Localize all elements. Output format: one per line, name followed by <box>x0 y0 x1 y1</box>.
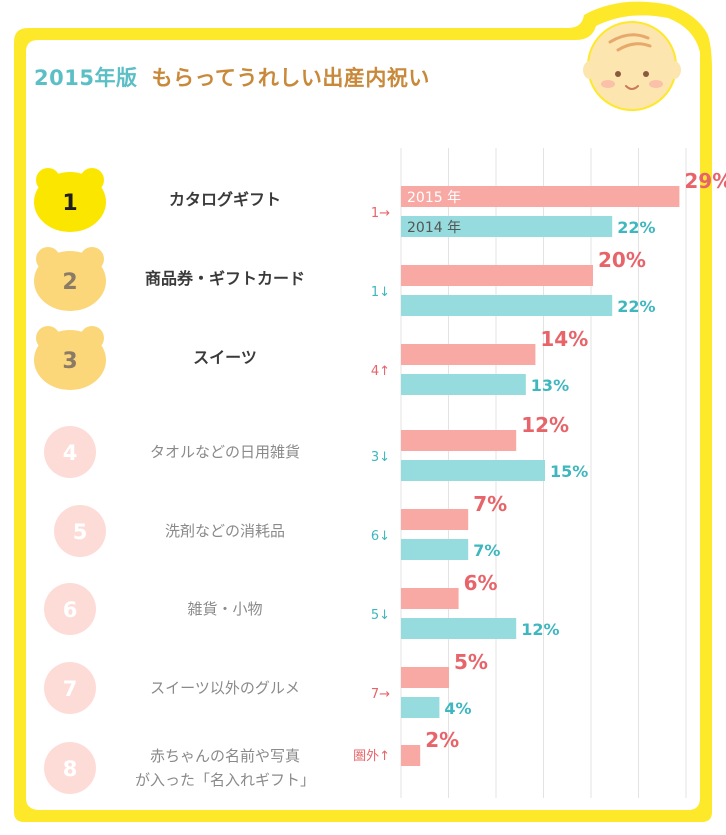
bar-2015 <box>401 430 517 451</box>
rank-change: 圏外↑ <box>353 749 390 764</box>
value-label-2014: 22% <box>617 218 655 237</box>
rank-badge-7: 7 <box>44 662 96 714</box>
value-label-2014: 15% <box>550 462 588 481</box>
item-label-line: 商品券・ギフトカード <box>144 269 305 288</box>
rank-number: 7 <box>63 677 78 701</box>
value-label-2015: 2% <box>425 728 459 752</box>
value-label-2015: 20% <box>598 248 646 272</box>
bar-2014 <box>401 697 440 718</box>
item-label-line: が入った「名入れギフト」 <box>134 771 315 789</box>
bar-2015 <box>401 344 536 365</box>
bar-2014 <box>401 539 469 560</box>
rank-number: 4 <box>63 441 78 465</box>
title-text: もらってうれしい出産内祝い <box>151 66 430 90</box>
rank-badge-6: 6 <box>44 583 96 635</box>
bar-2014 <box>401 460 545 481</box>
bar-2015 <box>401 667 449 688</box>
title-year: 2015年版 <box>34 66 138 90</box>
bar-2015 <box>401 509 469 530</box>
rank-badge-2: 2 <box>34 247 106 311</box>
value-label-2014: 13% <box>531 376 569 395</box>
item-label: スイーツ以外のグルメ <box>120 676 330 700</box>
item-label-line: 赤ちゃんの名前や写真 <box>149 747 300 765</box>
rank-number: 5 <box>73 520 88 544</box>
item-label-line: スイーツ以外のグルメ <box>150 679 300 697</box>
value-label-2014: 12% <box>521 620 559 639</box>
item-label: 雑貨・小物 <box>120 597 330 621</box>
rank-badge-4: 4 <box>44 426 96 478</box>
item-label: スイーツ <box>120 346 330 370</box>
item-label: タオルなどの日用雑貨 <box>120 440 330 464</box>
bar-2014 <box>401 295 613 316</box>
item-label-line: タオルなどの日用雑貨 <box>149 443 300 461</box>
legend-2014: 2014 年 <box>407 220 461 236</box>
bar-2014 <box>401 618 517 639</box>
item-label-line: 洗剤などの消耗品 <box>164 522 285 540</box>
item-label: 商品券・ギフトカード <box>120 267 330 291</box>
rank-change: 1↓ <box>370 285 390 300</box>
bar-2015 <box>401 588 459 609</box>
rank-change: 1→ <box>370 206 390 221</box>
page-title: 2015年版 もらってうれしい出産内祝い <box>34 62 430 92</box>
legend-2015: 2015 年 <box>407 190 461 206</box>
value-label-2015: 14% <box>540 327 588 351</box>
value-label-2015: 5% <box>454 650 488 674</box>
rank-number: 2 <box>62 270 77 295</box>
value-label-2015: 6% <box>464 571 498 595</box>
item-label: 赤ちゃんの名前や写真 が入った「名入れギフト」 <box>120 744 330 792</box>
rank-number: 3 <box>62 349 77 374</box>
value-label-2014: 4% <box>444 699 471 718</box>
rank-number: 1 <box>62 191 77 216</box>
bar-2014 <box>401 216 613 237</box>
value-label-2014: 22% <box>617 297 655 316</box>
rank-badge-1: 1 <box>34 168 106 232</box>
rank-badge-8: 8 <box>44 742 96 794</box>
item-label-line: 雑貨・小物 <box>187 600 263 618</box>
bar-2015 <box>401 186 680 207</box>
value-label-2015: 7% <box>473 492 507 516</box>
rank-number: 6 <box>63 598 78 622</box>
bar-2015 <box>401 265 593 286</box>
bar-2015 <box>401 745 421 766</box>
rank-change: 5↓ <box>370 608 390 623</box>
item-label-line: カタログギフト <box>168 190 281 209</box>
item-label: カタログギフト <box>120 188 330 212</box>
rank-change: 7→ <box>370 687 390 702</box>
rank-badge-5: 5 <box>54 505 106 557</box>
value-label-2014: 7% <box>473 541 500 560</box>
rank-change: 6↓ <box>370 529 390 544</box>
value-label-2015: 29% <box>684 169 726 193</box>
baby-face-icon <box>583 21 681 111</box>
rank-change: 3↓ <box>370 450 390 465</box>
value-label-2015: 12% <box>521 413 569 437</box>
rank-change: 4↑ <box>370 364 390 379</box>
item-label: 洗剤などの消耗品 <box>120 519 330 543</box>
item-label-line: スイーツ <box>193 348 257 367</box>
bar-2014 <box>401 374 526 395</box>
rank-number: 8 <box>63 757 78 781</box>
rank-badge-3: 3 <box>34 326 106 390</box>
